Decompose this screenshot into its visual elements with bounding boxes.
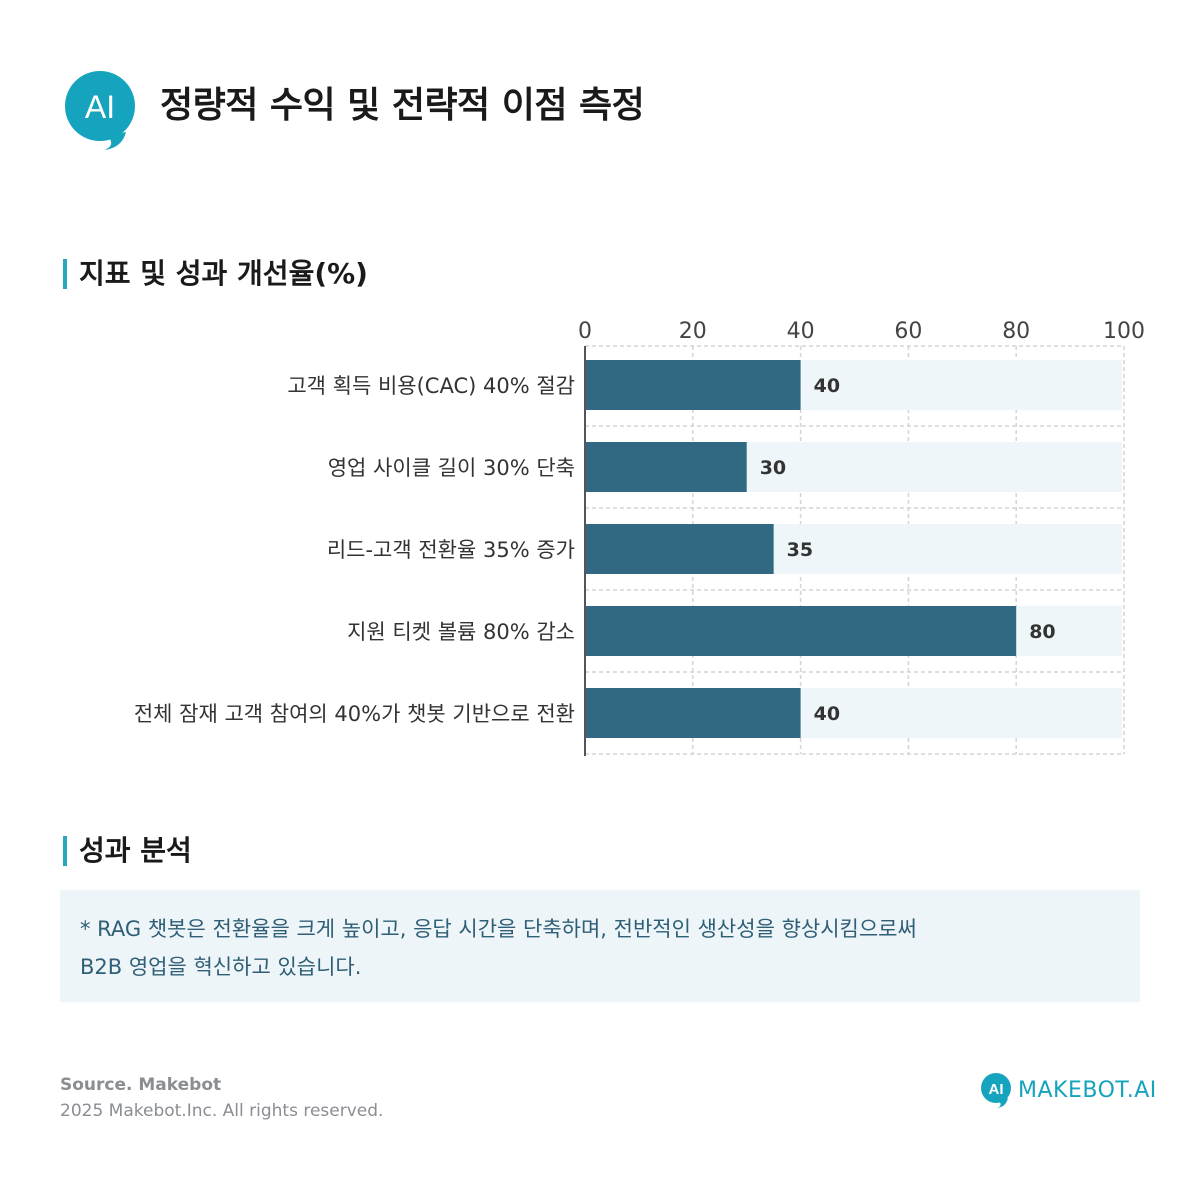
svg-text:AI: AI bbox=[989, 1081, 1004, 1098]
brand-name: MAKEBOT.AI bbox=[1018, 1077, 1157, 1103]
bar bbox=[585, 524, 774, 574]
bar bbox=[585, 360, 801, 410]
bar-value-label: 80 bbox=[1029, 621, 1055, 643]
analysis-text: * RAG 챗봇은 전환율을 크게 높이고, 응답 시간을 단축하며, 전반적인… bbox=[80, 917, 917, 979]
value-labels: 40 30 35 80 40 bbox=[760, 375, 1056, 725]
bar-value-label: 35 bbox=[787, 539, 813, 561]
category-label: 리드-고객 전환율 35% 증가 bbox=[327, 538, 575, 562]
logo-text: AI bbox=[85, 89, 115, 125]
x-tick-label: 60 bbox=[894, 319, 922, 344]
footer-copyright: 2025 Makebot.Inc. All rights reserved. bbox=[60, 1101, 384, 1121]
brand-logo-link: AI MAKEBOT.AI bbox=[980, 1072, 1157, 1108]
x-tick-label: 20 bbox=[679, 319, 707, 344]
chart-section-heading: 지표 및 성과 개선율(%) bbox=[63, 259, 368, 289]
page-title: 정량적 수익 및 전략적 이점 측정 bbox=[160, 85, 645, 126]
category-label: 전체 잠재 고객 참여의 40%가 챗봇 기반으로 전환 bbox=[134, 702, 575, 726]
category-label: 영업 사이클 길이 30% 단축 bbox=[328, 456, 575, 480]
makebot-logo-icon: AI bbox=[981, 1073, 1011, 1108]
chart-bars bbox=[585, 360, 1017, 738]
footer-source: Source. Makebot bbox=[60, 1075, 222, 1095]
analysis-box: * RAG 챗봇은 전환율을 크게 높이고, 응답 시간을 단축하며, 전반적인… bbox=[60, 890, 1140, 1002]
analysis-section-heading: 성과 분석 bbox=[63, 836, 192, 866]
x-tick-label: 40 bbox=[787, 319, 815, 344]
bar-value-label: 40 bbox=[814, 375, 840, 397]
bar bbox=[585, 442, 747, 492]
x-tick-label: 0 bbox=[578, 319, 592, 344]
x-tick-label: 80 bbox=[1002, 319, 1030, 344]
category-label: 지원 티켓 볼륨 80% 감소 bbox=[347, 620, 575, 644]
bar bbox=[585, 606, 1017, 656]
x-tick-label: 100 bbox=[1103, 319, 1145, 344]
bar-value-label: 40 bbox=[814, 703, 840, 725]
bar-value-label: 30 bbox=[760, 457, 786, 479]
ai-speech-bubble-icon: AI bbox=[65, 71, 135, 150]
category-label: 고객 획득 비용(CAC) 40% 절감 bbox=[287, 374, 575, 398]
x-axis-ticks: 0 20 40 60 80 100 bbox=[578, 319, 1145, 344]
bar bbox=[585, 688, 801, 738]
